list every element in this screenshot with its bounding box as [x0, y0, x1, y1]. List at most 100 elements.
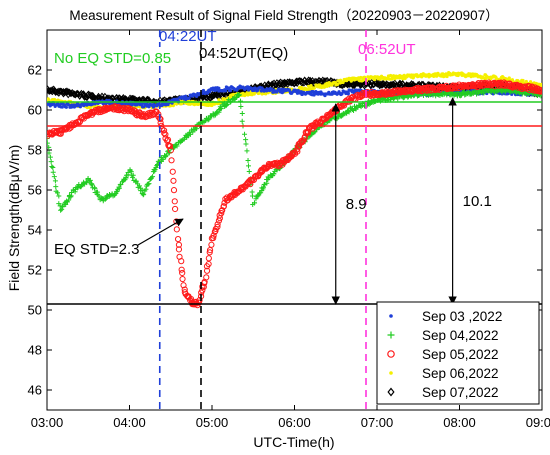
data-point: [203, 267, 211, 274]
data-point: [168, 157, 175, 164]
data-point: [252, 200, 258, 206]
annotation-vline-pink: 06:52UT: [358, 41, 416, 58]
data-point: [133, 178, 139, 184]
data-point: [147, 105, 151, 109]
data-point: [54, 190, 60, 196]
data-point: [127, 168, 133, 174]
eq-std-arrow: [137, 218, 184, 246]
data-point: [47, 144, 52, 150]
data-point: [160, 127, 168, 134]
data-point: [258, 190, 264, 196]
data-point: [170, 187, 178, 194]
data-point: [412, 75, 416, 79]
data-point: [216, 109, 222, 115]
difference-label: 8.9: [346, 196, 367, 213]
y-tick-label: 54: [28, 223, 42, 238]
data-point: [345, 108, 351, 114]
data-point: [205, 255, 212, 262]
data-point: [150, 174, 156, 180]
data-point: [214, 221, 221, 228]
x-tick-label: 04:00: [113, 415, 146, 430]
y-tick-label: 62: [28, 63, 42, 78]
data-point: [178, 258, 185, 265]
data-point: [205, 91, 210, 95]
data-point: [145, 181, 151, 187]
data-point: [210, 234, 217, 242]
x-tick-label: 06:00: [278, 415, 311, 430]
data-point: [243, 141, 249, 147]
data-point: [47, 140, 50, 146]
data-point: [336, 82, 340, 86]
data-point: [255, 193, 261, 199]
data-point: [116, 185, 122, 191]
data-point: [143, 186, 149, 192]
legend-label: Sep 06,2022: [422, 366, 499, 381]
data-point: [47, 150, 52, 156]
data-point: [87, 177, 93, 183]
data-point: [160, 156, 166, 162]
data-point: [220, 203, 227, 210]
data-point: [48, 159, 54, 165]
data-point: [83, 179, 89, 185]
data-point: [217, 98, 221, 102]
data-point: [179, 269, 186, 277]
data-point: [349, 106, 355, 112]
data-point: [217, 86, 221, 90]
data-point: [63, 201, 69, 207]
data-point: [128, 169, 134, 175]
data-point: [162, 131, 169, 138]
data-point: [312, 86, 316, 90]
data-point: [50, 169, 56, 175]
legend-label: Sep 03 ,2022: [422, 309, 502, 324]
data-point: [58, 207, 64, 213]
data-point: [208, 90, 212, 94]
difference-label: 10.1: [463, 193, 492, 210]
data-point: [171, 198, 178, 205]
data-point: [521, 78, 525, 83]
data-point: [59, 206, 65, 212]
data-point: [379, 80, 385, 88]
data-point: [359, 75, 363, 80]
legend-label: Sep 05,2022: [422, 347, 499, 362]
data-point: [170, 177, 177, 184]
data-point: [271, 171, 277, 177]
data-point: [169, 104, 173, 108]
y-tick-label: 50: [28, 303, 42, 318]
data-point: [246, 169, 252, 175]
data-point: [538, 88, 542, 95]
data-point: [238, 98, 244, 104]
data-point: [90, 93, 97, 101]
data-point: [78, 105, 82, 109]
series-layer: [47, 70, 542, 309]
data-point: [141, 191, 147, 197]
data-point: [66, 197, 72, 203]
data-point: [250, 193, 256, 199]
data-point: [169, 168, 176, 175]
data-point: [57, 130, 64, 137]
y-tick-label: 52: [28, 263, 42, 278]
data-point: [193, 126, 199, 132]
data-point: [84, 180, 90, 186]
data-point: [341, 102, 348, 109]
legend-box: [376, 301, 540, 405]
data-point: [346, 91, 350, 95]
y-tick-label: 46: [28, 383, 42, 398]
y-axis-label: Field Strength(dBμV/m): [6, 145, 22, 292]
data-point: [510, 78, 514, 82]
x-axis-label: UTC-Time(h): [253, 434, 334, 450]
data-point: [166, 102, 170, 107]
data-point: [178, 266, 185, 273]
data-point: [239, 110, 245, 116]
data-point: [206, 116, 212, 122]
data-point: [236, 92, 242, 98]
data-point: [537, 86, 542, 94]
chart-title: Measurement Result of Signal Field Stren…: [69, 8, 498, 23]
data-point: [195, 299, 203, 306]
data-point: [223, 102, 229, 108]
data-point: [196, 297, 203, 304]
data-point: [287, 88, 292, 92]
data-point: [201, 88, 206, 93]
data-point: [146, 181, 152, 187]
y-tick-label: 60: [28, 103, 42, 118]
data-point: [245, 163, 251, 169]
